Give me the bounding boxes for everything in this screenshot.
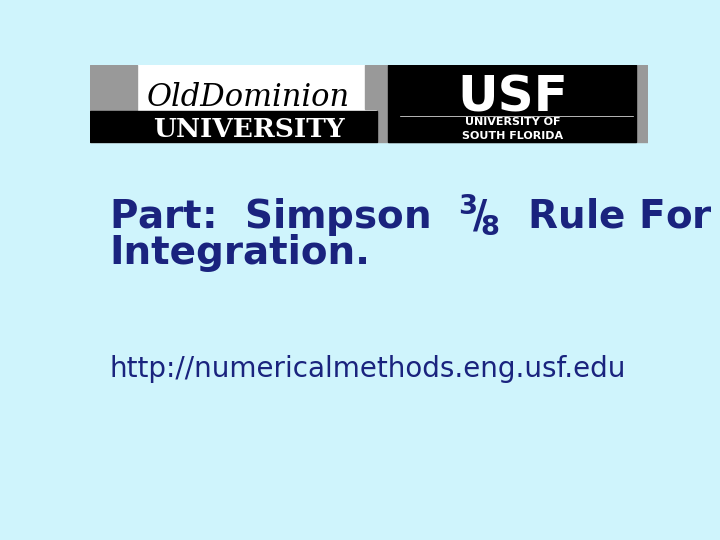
Bar xyxy=(388,65,636,142)
Bar xyxy=(90,65,377,142)
Text: Integration.: Integration. xyxy=(109,234,370,273)
Text: UNIVERSITY: UNIVERSITY xyxy=(153,117,345,142)
Bar xyxy=(365,65,377,109)
Text: OldDominion: OldDominion xyxy=(148,82,351,113)
Text: USF: USF xyxy=(457,74,568,122)
Bar xyxy=(90,111,377,142)
Bar xyxy=(377,65,648,142)
Text: http://numericalmethods.eng.usf.edu: http://numericalmethods.eng.usf.edu xyxy=(109,355,626,383)
Text: UNIVERSITY OF
SOUTH FLORIDA: UNIVERSITY OF SOUTH FLORIDA xyxy=(462,117,563,141)
Bar xyxy=(90,65,137,111)
Text: Part:  Simpson  $\mathsf{\mathregular{{}^3\!/\!_8}}$  Rule For: Part: Simpson $\mathsf{\mathregular{{}^3… xyxy=(109,191,714,239)
